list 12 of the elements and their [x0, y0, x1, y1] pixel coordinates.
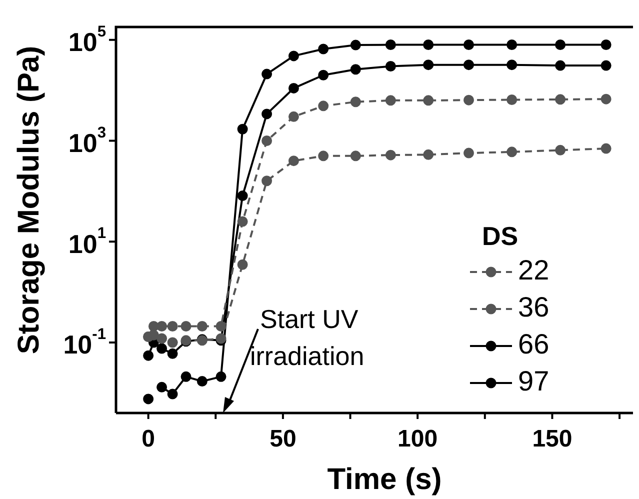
x-tick-label: 0 — [142, 426, 155, 453]
annotation: Start UV irradiation — [250, 304, 364, 371]
y-axis-title: Storage Modulus (Pa) — [12, 46, 46, 354]
legend-label: 97 — [518, 366, 550, 397]
x-tick-label: 100 — [398, 426, 438, 453]
legend-title: DS — [482, 221, 518, 252]
legend-label: 22 — [518, 254, 550, 286]
legend-label: 66 — [518, 328, 550, 360]
x-axis-title: Time (s) — [327, 463, 442, 496]
legend-label: 36 — [518, 292, 550, 323]
x-tick-label: 50 — [270, 426, 296, 453]
x-tick-label: 150 — [532, 426, 572, 453]
